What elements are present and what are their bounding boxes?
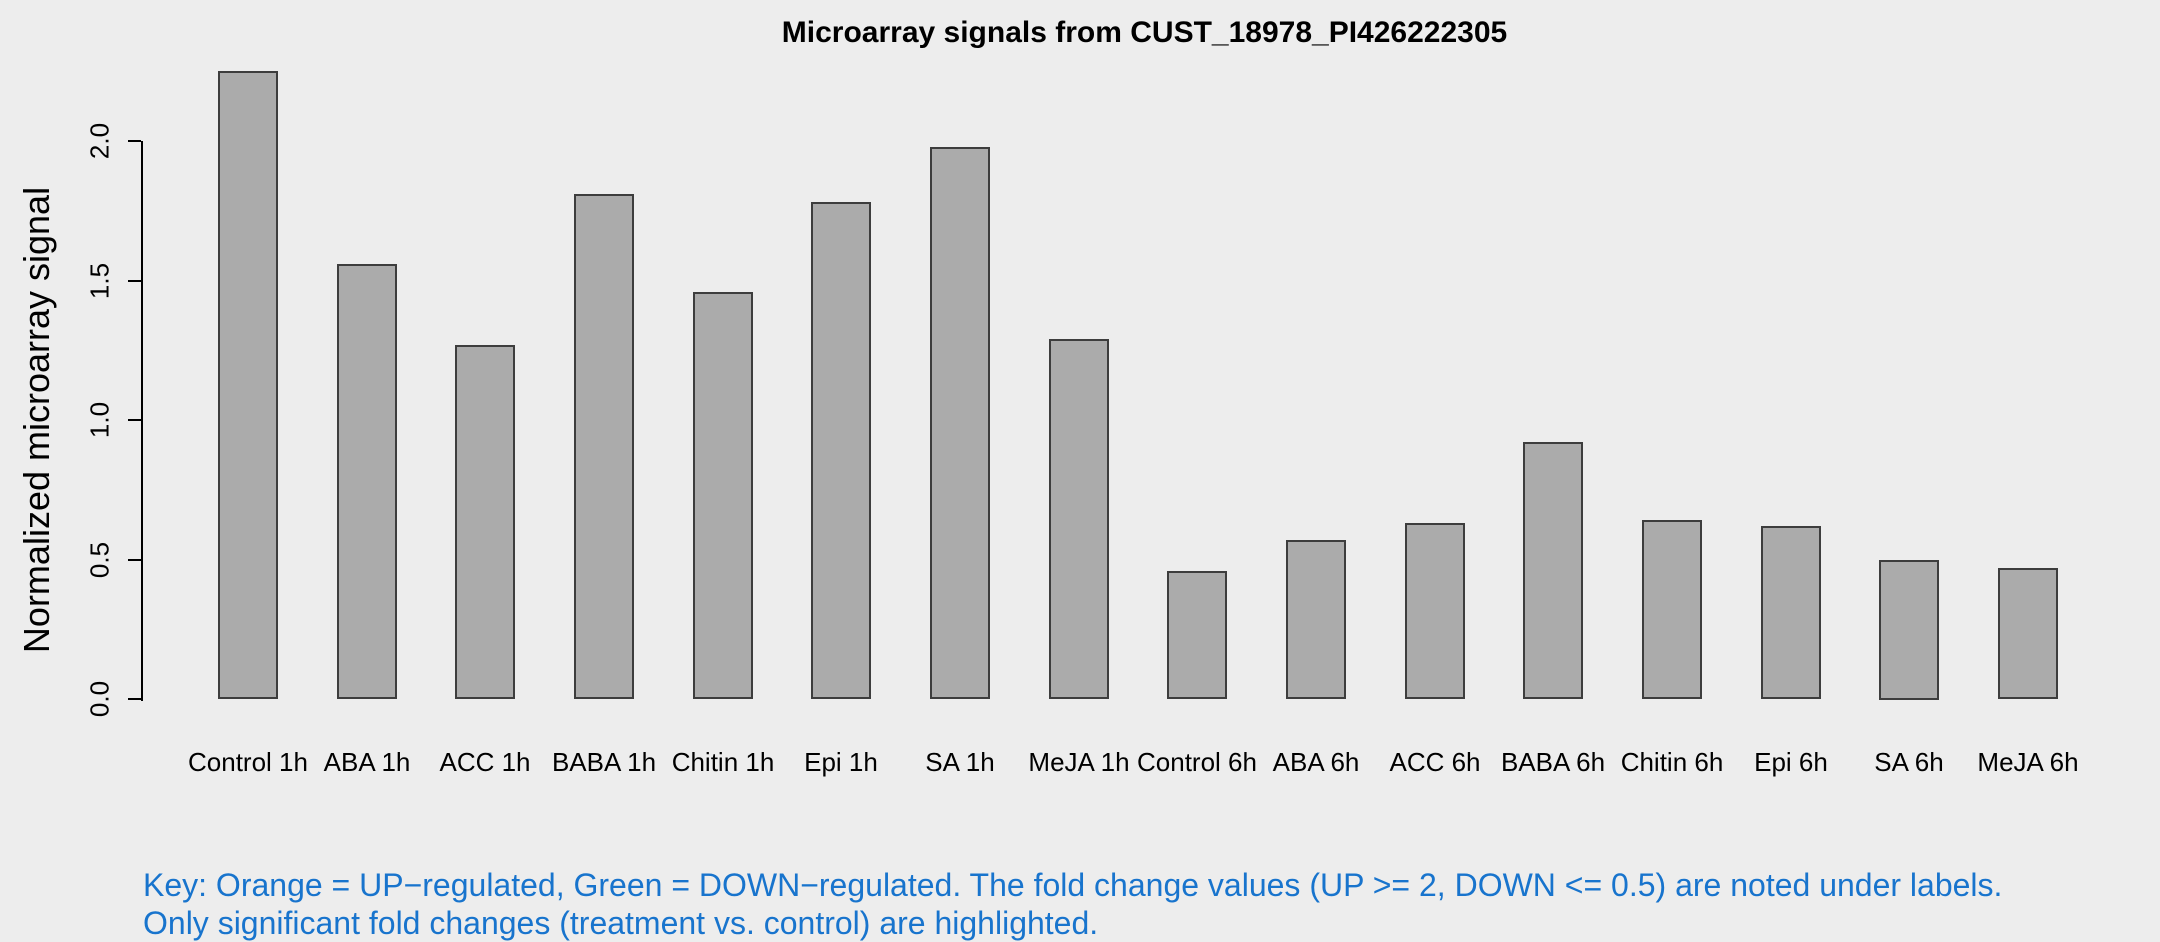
x-tick-label: BABA 6h (1500, 747, 1606, 777)
bar-chitin-1h (693, 292, 753, 699)
bar-aba-6h (1286, 540, 1346, 699)
key-text-line-1: Key: Orange = UP−regulated, Green = DOWN… (143, 867, 2003, 903)
chart-title: Microarray signals from CUST_18978_PI426… (781, 16, 1508, 49)
y-tick-mark (128, 279, 141, 282)
x-tick-label: SA 1h (925, 747, 995, 777)
x-tick-label: ACC 1h (439, 747, 531, 777)
x-tick-label: Chitin 1h (671, 747, 775, 777)
y-tick-label: 0.0 (84, 680, 115, 718)
bar-control-1h (218, 71, 278, 699)
x-tick-label: MeJA 6h (1977, 747, 2079, 777)
x-tick-label: Chitin 6h (1620, 747, 1724, 777)
bar-baba-6h (1523, 442, 1583, 699)
x-tick-label: ACC 6h (1389, 747, 1481, 777)
bar-acc-1h (455, 345, 515, 699)
y-axis-label-text: Normalized microarray signal (16, 186, 57, 654)
key-text-line-2: Only significant fold changes (treatment… (143, 905, 1099, 941)
bar-meja-6h (1998, 568, 2058, 699)
x-tick-label: Epi 1h (804, 747, 878, 777)
bar-epi-6h (1761, 526, 1821, 699)
x-tick-label: ABA 1h (323, 747, 411, 777)
bar-baba-1h (574, 194, 634, 699)
bar-acc-6h (1405, 523, 1465, 699)
x-tick-label: Control 1h (188, 747, 308, 777)
y-tick-label: 1.0 (84, 401, 115, 439)
y-tick-mark (128, 140, 141, 142)
y-tick-mark (128, 558, 141, 561)
x-tick-label: SA 6h (1874, 747, 1944, 777)
y-tick-label: 2.0 (84, 122, 115, 160)
bar-chitin-6h (1642, 520, 1702, 699)
bar-epi-1h (811, 202, 871, 699)
x-tick-label: Control 6h (1137, 747, 1257, 777)
bar-sa-6h (1879, 560, 1939, 700)
bar-control-6h (1167, 571, 1227, 699)
x-tick-label: ABA 6h (1272, 747, 1360, 777)
bar-aba-1h (337, 264, 397, 699)
x-tick-label: MeJA 1h (1028, 747, 1130, 777)
y-tick-mark (128, 419, 141, 421)
y-tick-label: 0.5 (84, 541, 115, 578)
bar-meja-1h (1049, 339, 1109, 699)
y-tick-label: 1.5 (84, 262, 115, 299)
x-tick-label: BABA 1h (551, 747, 657, 777)
bar-sa-1h (930, 147, 990, 699)
y-axis-line (141, 141, 143, 701)
x-tick-label: Epi 6h (1754, 747, 1828, 777)
y-tick-mark (128, 698, 141, 700)
